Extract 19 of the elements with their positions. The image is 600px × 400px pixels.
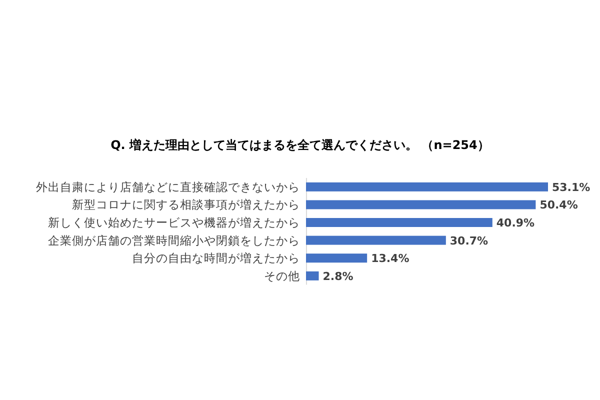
bar [306,218,492,227]
data-label: 2.8% [322,270,354,283]
bar [306,182,548,192]
y-tick-label: 企業側が店舗の営業時間縮小や閉鎖をしたから [48,233,300,248]
y-tick-label: 新しく使い始めたサービスや機器が増えたから [48,216,300,230]
data-label: 53.1% [552,180,590,194]
bar [306,271,319,280]
y-tick-label: 新型コロナに関する相談事項が増えたから [72,198,300,212]
y-tick-label: その他 [264,268,300,283]
y-tick-label: 外出自粛により店舗などに直接確認できないから [36,180,300,194]
bar [306,200,536,210]
y-tick-label: 自分の自由な時間が増えたから [132,251,300,266]
data-label: 50.4% [540,198,578,212]
bar [306,236,446,245]
data-label: 40.9% [496,216,535,230]
title: Q. 増えた理由として当てはまるを全て選んでください。 （n=254） [110,138,490,152]
data-label: 13.4% [371,252,410,266]
data-label: 30.7% [450,234,488,248]
bar [306,254,368,263]
